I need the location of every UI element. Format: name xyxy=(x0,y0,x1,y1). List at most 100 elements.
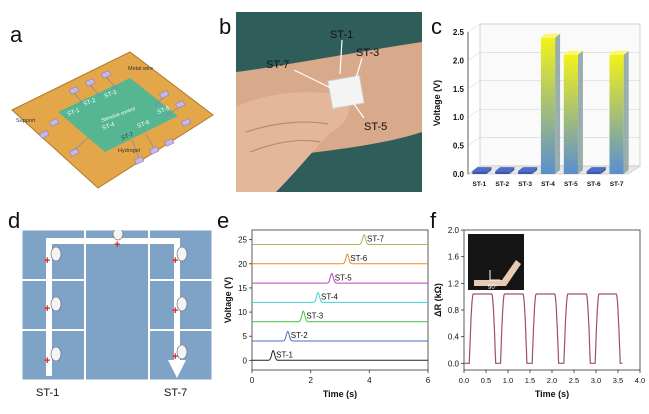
x-tick-label: 0 xyxy=(250,376,255,385)
y-tick-label: 1.0 xyxy=(453,113,465,122)
device-label: ST-6 xyxy=(137,120,152,130)
x-tick-label: 4.0 xyxy=(635,376,645,385)
grid-lines xyxy=(22,230,212,380)
x-tick-label: 2 xyxy=(308,376,313,385)
gridline-diag xyxy=(467,108,481,118)
y-tick-label: 2.0 xyxy=(448,226,460,235)
svg-text:+: + xyxy=(44,355,50,367)
series-label: ST-4 xyxy=(321,293,338,302)
y-tick-label: 0.0 xyxy=(448,359,460,368)
callout-arrows xyxy=(293,39,365,119)
svg-text:+: + xyxy=(172,305,178,317)
x-tick-label: 3.5 xyxy=(613,376,623,385)
bar-side xyxy=(577,50,583,174)
gridline-diag xyxy=(467,23,481,33)
device-labels: ST-1 ST-2 ST-3 ST-4 ST-5 ST-6 ST-7 xyxy=(67,90,172,142)
x-tick-label: 2.5 xyxy=(569,376,579,385)
y-tick-label: 0.8 xyxy=(448,306,460,315)
panel-e-line-chart: 0 5 10 15 20 25 0 2 4 6 Time (s) Voltage (V) ST-1 ST-… xyxy=(223,229,431,399)
x-tick-label: ST-5 xyxy=(564,181,578,188)
svg-text:+: + xyxy=(44,303,50,315)
hand xyxy=(236,92,349,192)
inset-finger xyxy=(474,260,521,286)
gridline-diag xyxy=(467,52,481,61)
panel-a-schematic: ST-1 ST-2 ST-3 ST-4 ST-5 ST-6 ST-7 Metal… xyxy=(11,51,214,189)
hydrogel-annotation: Hydrogel xyxy=(118,148,140,154)
x-axis-label: Time (s) xyxy=(535,389,569,399)
support-annotation: Support xyxy=(16,118,36,124)
y-tick-label: 10 xyxy=(238,308,247,317)
x-tick-label: ST-4 xyxy=(541,181,555,188)
y-axis-label: Voltage (V) xyxy=(432,80,442,126)
device-label: ST-1 xyxy=(67,108,82,118)
electrode-pads xyxy=(39,70,192,165)
y-tick-label: 2.5 xyxy=(453,28,465,37)
x-tick-label: ST-3 xyxy=(518,181,532,188)
gridline-diag xyxy=(467,80,481,90)
series-line xyxy=(252,272,428,284)
x-tick-label: 0.5 xyxy=(481,376,491,385)
x-tick-label: ST-7 xyxy=(610,181,624,188)
hydrogel-layer xyxy=(58,78,178,152)
x-tick-label: ST-6 xyxy=(587,181,601,188)
bar-side xyxy=(600,167,606,174)
callout: ST-7 xyxy=(266,59,289,71)
sensor-patch xyxy=(327,74,365,110)
x-tick-label: 3.0 xyxy=(591,376,601,385)
bar-top xyxy=(495,167,515,172)
panel-c-bar-chart: 0.0 0.5 1.0 1.5 2.0 2.5 Voltage (V) ST-1 ST-2 ST-… xyxy=(432,23,641,188)
y-tick-label: 5 xyxy=(243,332,248,341)
series-label: ST-3 xyxy=(306,311,323,320)
panel-d-grid: + + + + + + + ST-1 ST-7 xyxy=(22,230,212,399)
plot-frame xyxy=(251,229,429,371)
y-tick-label: 15 xyxy=(238,284,247,293)
panel-f-line-chart: 0.0 0.4 0.8 1.2 1.6 2.0 0.0 0.5 1.0 1.5 2.0 2.5 3.0 3… xyxy=(433,226,645,399)
bar xyxy=(495,171,510,174)
end-label: ST-7 xyxy=(164,387,187,399)
x-tick-label: 1.5 xyxy=(525,376,535,385)
series-line xyxy=(252,292,428,303)
device-label: ST-5 xyxy=(157,106,172,116)
x-axis-label: Time (s) xyxy=(323,389,357,399)
y-tick-label: 1.2 xyxy=(448,279,460,288)
callout: ST-1 xyxy=(330,29,353,41)
y-tick-label: 25 xyxy=(238,236,247,245)
panel-label-f: f xyxy=(430,208,437,233)
panel-label-b: b xyxy=(219,14,232,39)
y-tick-label: 1.6 xyxy=(448,253,460,262)
device-label: ST-3 xyxy=(104,90,119,100)
device-label: ST-7 xyxy=(121,132,136,142)
bar xyxy=(540,37,556,175)
bar-side xyxy=(555,33,561,175)
callout: ST-5 xyxy=(364,121,387,133)
y-tick-label: 0.4 xyxy=(448,333,460,342)
svg-text:+: + xyxy=(44,255,50,267)
bar xyxy=(518,171,533,174)
panel-label-e: e xyxy=(217,208,230,233)
x-tick-label: ST-2 xyxy=(495,181,509,188)
panel-label-a: a xyxy=(10,22,23,47)
device-label: ST-4 xyxy=(102,122,117,132)
panel-label-d: d xyxy=(8,208,21,233)
y-axis-label: ΔR (kΩ) xyxy=(433,283,443,317)
x-tick-label: 6 xyxy=(426,376,431,385)
bar-top xyxy=(586,167,606,172)
finger-icons xyxy=(50,230,188,362)
bar-top xyxy=(563,50,583,55)
bar-side xyxy=(509,167,515,174)
series-label: ST-2 xyxy=(291,331,308,340)
wires xyxy=(73,76,181,159)
device-label: ST-2 xyxy=(83,98,98,108)
y-tick-label: 0.5 xyxy=(453,142,465,151)
resistance-line xyxy=(464,293,623,364)
series-label: ST-1 xyxy=(276,351,293,360)
panel-label-c: c xyxy=(431,14,442,39)
inset-angle-mark xyxy=(489,270,500,281)
bar-side xyxy=(486,167,492,174)
bar xyxy=(472,171,487,174)
series-line xyxy=(252,233,428,245)
bar-top xyxy=(609,50,629,55)
photo-callouts: ST-1 ST-3 ST-7 ST-5 xyxy=(266,29,387,133)
y-tick-label: 2.0 xyxy=(453,56,465,65)
series-line xyxy=(252,330,428,342)
